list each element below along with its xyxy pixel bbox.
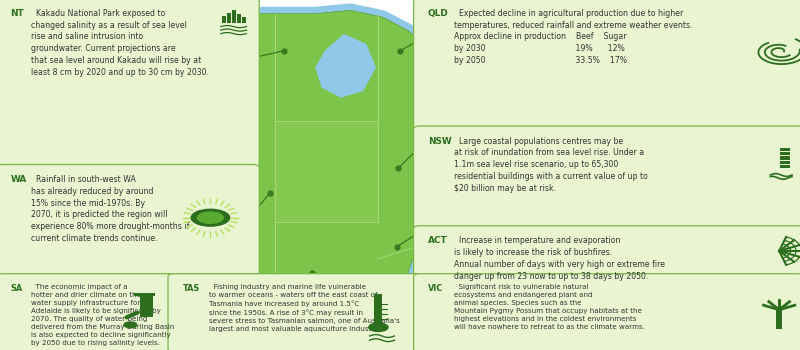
Bar [780, 165, 790, 168]
Bar [222, 16, 226, 23]
Text: Expected decline in agricultural production due to higher
temperatures, reduced : Expected decline in agricultural product… [454, 9, 693, 65]
Bar [227, 13, 231, 23]
Bar [374, 294, 382, 326]
Circle shape [369, 323, 388, 331]
FancyBboxPatch shape [414, 226, 800, 276]
Text: SA: SA [10, 284, 22, 293]
Polygon shape [181, 10, 462, 330]
Text: Rainfall in south-west WA
has already reduced by around
15% since the mid-1970s.: Rainfall in south-west WA has already re… [31, 175, 190, 243]
Circle shape [124, 322, 137, 328]
FancyBboxPatch shape [414, 0, 800, 129]
FancyBboxPatch shape [0, 0, 259, 167]
Text: Fishing industry and marine life vulnerable
to warmer oceans - waters off the ea: Fishing industry and marine life vulnera… [209, 284, 399, 332]
FancyBboxPatch shape [0, 164, 259, 276]
Text: Large coastal populations centres may be
at risk of inundation from sea level ri: Large coastal populations centres may be… [454, 136, 648, 193]
Circle shape [198, 212, 223, 223]
FancyBboxPatch shape [414, 126, 800, 229]
FancyBboxPatch shape [168, 274, 422, 350]
Bar [237, 14, 241, 23]
Bar [780, 156, 790, 160]
Polygon shape [315, 34, 376, 98]
Bar [140, 294, 153, 317]
Text: Increase in temperature and evaporation
is likely to increase the risk of bushfi: Increase in temperature and evaporation … [454, 236, 666, 281]
Polygon shape [378, 285, 400, 308]
Text: NSW: NSW [428, 136, 452, 146]
Polygon shape [275, 121, 378, 222]
Bar [232, 10, 236, 23]
Text: Kakadu National Park exposed to
changed salinity as a result of sea level
rise a: Kakadu National Park exposed to changed … [31, 9, 210, 77]
Circle shape [191, 209, 230, 226]
FancyBboxPatch shape [0, 274, 259, 350]
Bar [780, 161, 790, 164]
Bar [242, 17, 246, 23]
FancyBboxPatch shape [414, 274, 800, 350]
Bar [776, 308, 782, 329]
Text: NT: NT [10, 9, 24, 18]
FancyArrowPatch shape [126, 313, 138, 317]
Text: The economic impact of a
hotter and drier climate on the
water supply infrastruc: The economic impact of a hotter and drie… [31, 284, 174, 346]
Text: TAS: TAS [182, 284, 200, 293]
Bar [134, 293, 155, 296]
Text: VIC: VIC [428, 284, 443, 293]
Text: ACT: ACT [428, 236, 448, 245]
Text: Significant risk to vulnerable natural
ecosystems and endangered plant and
anima: Significant risk to vulnerable natural e… [454, 284, 646, 330]
Text: WA: WA [10, 175, 26, 184]
Bar [780, 148, 790, 151]
Bar [780, 152, 790, 155]
Text: QLD: QLD [428, 9, 449, 18]
